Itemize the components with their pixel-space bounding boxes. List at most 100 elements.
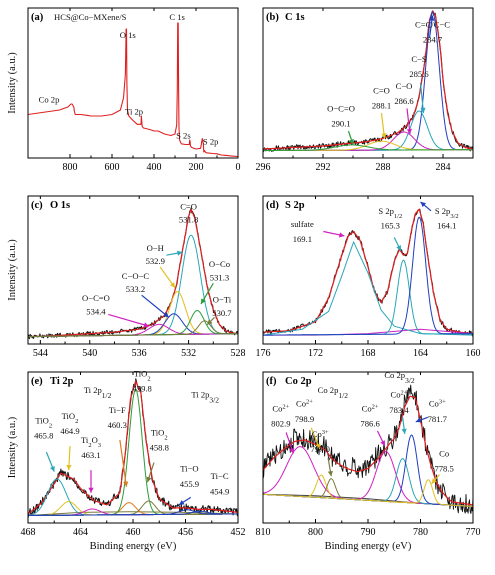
annotation-b-4: C−O bbox=[396, 81, 413, 91]
annotation-a-1: O 1s bbox=[120, 30, 137, 40]
frame-b bbox=[262, 7, 474, 159]
xtick-label-e-2: 460 bbox=[126, 527, 141, 538]
xtick-label-c-1: 540 bbox=[82, 348, 97, 359]
annotation-e-15: 455.9 bbox=[180, 479, 199, 489]
panel-d: 176 172 168 164 160 (d) S 2p sulfate 169.1 S 2p1/… bbox=[256, 195, 481, 359]
panel-a: 800 600 400 200 0 (a) HCS@Co−MXene/S Co 2p O 1s T… bbox=[7, 7, 241, 173]
series-f-9 bbox=[263, 479, 473, 507]
annotation-b-5: 286.6 bbox=[394, 96, 414, 106]
annotation-c-3: 532.9 bbox=[146, 256, 165, 266]
ylabel-c: Intensity (a.u.) bbox=[7, 239, 18, 301]
panel-title-b: C 1s bbox=[285, 12, 305, 23]
panel-title-e: Ti 2p bbox=[50, 376, 74, 387]
annotation-f-3: 802.9 bbox=[271, 418, 290, 428]
plot-area-a bbox=[28, 22, 238, 158]
series-e-2 bbox=[28, 511, 238, 516]
annotation-d-3: 165.3 bbox=[381, 221, 400, 231]
xtick-label-e-0: 468 bbox=[21, 527, 36, 538]
series-e-10 bbox=[28, 510, 238, 516]
arrowhead-e-2 bbox=[88, 487, 94, 493]
xtick-label-d-1: 172 bbox=[308, 348, 323, 359]
xtick-label-f-0: 810 bbox=[256, 527, 271, 538]
xtick-label-c-3: 532 bbox=[181, 348, 196, 359]
annotation-f-12: Co3+ bbox=[429, 398, 446, 409]
xtick-label-a-3: 200 bbox=[189, 162, 204, 173]
annotation-f-10: Co2+ bbox=[390, 389, 407, 400]
xtick-label-f-4: 770 bbox=[466, 527, 481, 538]
annotation-f-9: 786.6 bbox=[360, 418, 380, 428]
arrowhead-f-6 bbox=[431, 478, 437, 484]
annotation-f-15: 778.5 bbox=[434, 464, 453, 474]
annotation-c-2: O−H bbox=[147, 243, 164, 253]
arrowhead-f-3 bbox=[380, 440, 385, 446]
panel-c: 544 540 536 532 528 (c) O 1s C=O 531.8 O−H 532.9 C−… bbox=[7, 195, 246, 359]
annotation-c-4: C−O−C bbox=[122, 271, 150, 281]
plot-area-b bbox=[263, 10, 473, 153]
arrowhead-f-0 bbox=[289, 447, 295, 454]
arrowhead-b-3 bbox=[381, 133, 387, 139]
plot-area-c bbox=[28, 207, 238, 340]
annotation-b-8: O−C=O bbox=[327, 104, 355, 114]
annotation-f-6: Co3+ bbox=[312, 428, 329, 439]
panel-label-f: (f) bbox=[266, 376, 277, 387]
annotation-e-11: 460.3 bbox=[108, 420, 127, 430]
series-f-1 bbox=[263, 395, 473, 506]
panel-label-c: (c) bbox=[31, 200, 43, 211]
annotation-c-11: 530.7 bbox=[212, 308, 232, 318]
annotation-c-7: 534.4 bbox=[86, 306, 106, 316]
arrowhead-c-5 bbox=[207, 319, 213, 325]
annotation-f-4: Co2+ bbox=[296, 398, 313, 409]
annotation-f-5: 798.9 bbox=[295, 414, 314, 424]
panel-b: 296 292 288 284 (b) C 1s C=C/C−C 284.7 C−S 285.6 C… bbox=[256, 7, 474, 173]
annotation-b-0: C=C/C−C bbox=[415, 20, 450, 30]
panel-title-f: Co 2p bbox=[285, 376, 312, 387]
xtick-label-f-1: 800 bbox=[308, 527, 323, 538]
arrowhead-b-0 bbox=[429, 15, 435, 21]
xtick-label-b-3: 284 bbox=[436, 162, 451, 173]
annotation-a-4: S 2s bbox=[176, 131, 191, 141]
annotation-c-0: C=O bbox=[180, 201, 197, 211]
panel-label-e: (e) bbox=[31, 376, 43, 387]
panel-label-d: (d) bbox=[266, 200, 279, 211]
ylabel-a: Intensity (a.u.) bbox=[7, 52, 18, 114]
plot-area-e bbox=[28, 378, 238, 519]
annotation-e-17: 454.9 bbox=[210, 486, 229, 496]
series-b-7 bbox=[263, 144, 473, 151]
series-f-0 bbox=[263, 384, 473, 514]
series-b-1 bbox=[263, 10, 473, 150]
annotation-f-13: 781.7 bbox=[428, 414, 448, 424]
annotation-e-7: 464.9 bbox=[60, 426, 79, 436]
annotation-c-1: 531.8 bbox=[179, 215, 198, 225]
annotation-e-4: TiO2 bbox=[35, 415, 52, 429]
series-b-3 bbox=[263, 11, 473, 151]
xtick-label-f-3: 780 bbox=[413, 527, 428, 538]
panel-title-d: S 2p bbox=[285, 200, 305, 211]
plot-area-d bbox=[263, 208, 473, 337]
frame-c bbox=[27, 195, 239, 345]
xtick-label-d-4: 160 bbox=[466, 348, 481, 359]
xtick-label-a-0: 800 bbox=[63, 162, 78, 173]
xtick-label-f-2: 790 bbox=[361, 527, 376, 538]
xtick-label-e-3: 456 bbox=[178, 527, 193, 538]
series-d-5 bbox=[263, 216, 473, 336]
xtick-label-e-4: 452 bbox=[231, 527, 246, 538]
annotation-c-8: O−Co bbox=[209, 259, 230, 269]
xtick-label-a-4: 0 bbox=[236, 162, 241, 173]
annotation-e-9: 463.1 bbox=[81, 450, 100, 460]
annotation-e-14: Ti−O bbox=[180, 464, 198, 474]
annotation-c-5: 533.2 bbox=[126, 284, 145, 294]
series-c-1 bbox=[28, 208, 238, 338]
arrowhead-d-1 bbox=[396, 245, 401, 251]
xtick-label-c-0: 544 bbox=[33, 348, 48, 359]
annotation-b-1: 284.7 bbox=[423, 35, 443, 45]
series-c-7 bbox=[28, 310, 238, 338]
annotation-d-4: S 2p3/2 bbox=[435, 206, 459, 220]
arrowhead-b-2 bbox=[406, 128, 412, 134]
annotation-b-9: 290.1 bbox=[331, 119, 350, 129]
annotation-b-6: C=O bbox=[373, 86, 390, 96]
annotation-b-3: 285.6 bbox=[409, 69, 429, 79]
annotation-e-13: 458.8 bbox=[150, 443, 169, 453]
annotation-f-2: Co2+ bbox=[272, 403, 289, 414]
